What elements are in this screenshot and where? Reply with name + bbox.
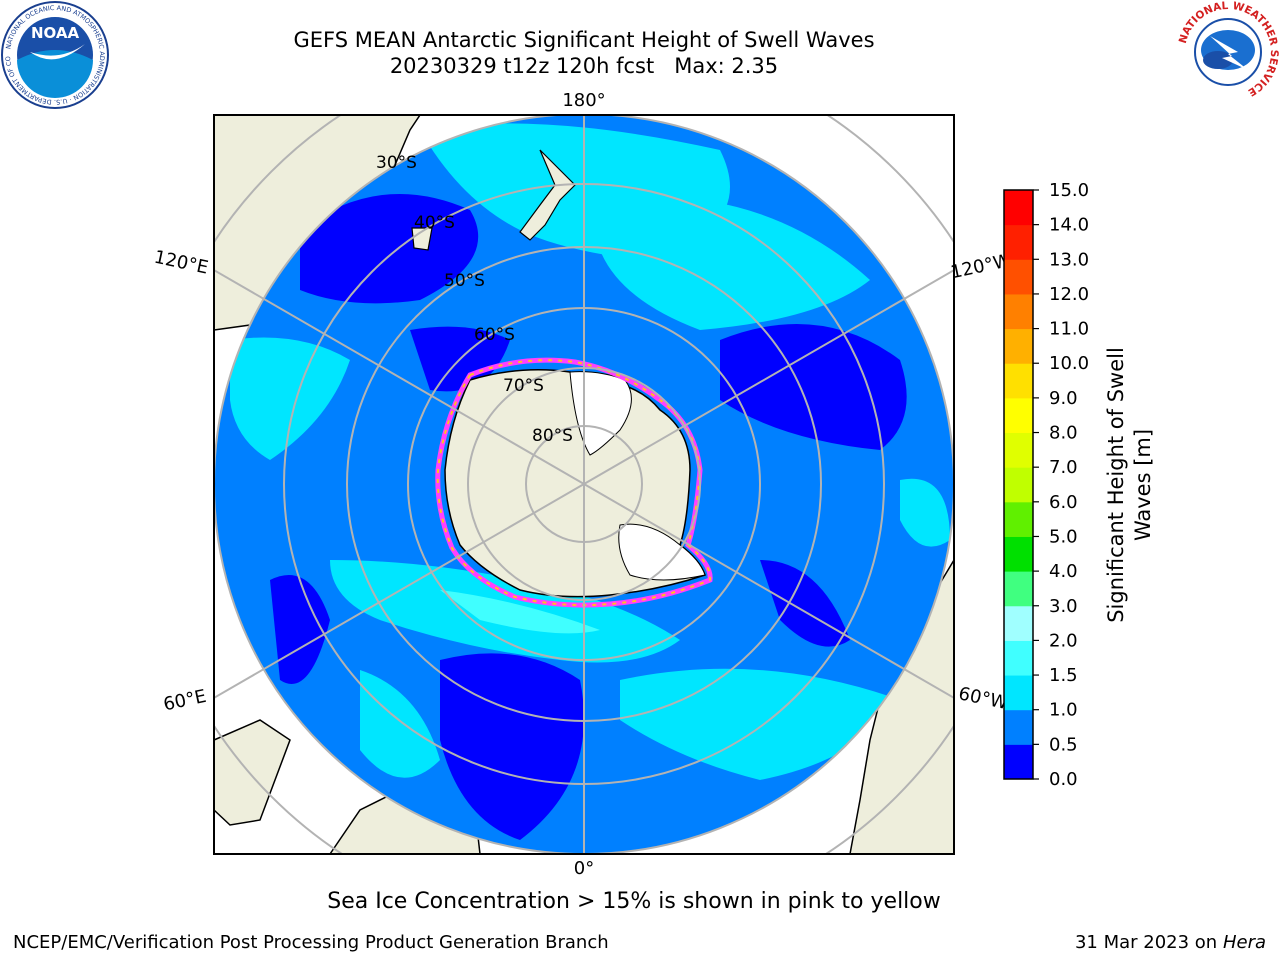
colorbar-bin (1004, 432, 1033, 468)
colorbar-bin (1004, 363, 1033, 399)
chart-title: GEFS MEAN Antarctic Significant Height o… (293, 28, 875, 52)
svg-text:NOAA: NOAA (31, 24, 80, 42)
colorbar-bin (1004, 640, 1033, 676)
colorbar-tick-label: 14.0 (1049, 215, 1089, 236)
colorbar-bin (1004, 190, 1033, 226)
colorbar-tick-label: 3.0 (1049, 596, 1078, 617)
land-new-zealand (519, 149, 576, 241)
land-madagascar (214, 719, 291, 826)
lat-label-60s: 60°S (474, 325, 515, 345)
noaa-logo: NATIONAL OCEANIC AND ATMOSPHERIC ADMINIS… (0, 0, 109, 109)
colorbar-bin (1004, 709, 1033, 745)
colorbar-label-line2: Waves [m] (1131, 429, 1155, 541)
graticule (214, 115, 954, 854)
colorbar-label-line1: Significant Height of Swell (1104, 347, 1128, 623)
datestamp: 31 Mar 2023 on Hera (1075, 932, 1266, 953)
machine-name: Hera (1222, 932, 1266, 953)
colorbar-bin (1004, 501, 1033, 537)
lat-label-70s: 70°S (503, 376, 544, 396)
colorbar-tick-label: 6.0 (1049, 492, 1078, 513)
lon-label-60e: 60°E (162, 686, 209, 716)
sea-ice-note: Sea Ice Concentration > 15% is shown in … (327, 889, 941, 914)
colorbar-bin (1004, 571, 1033, 607)
lat-label-80s: 80°S (532, 426, 573, 446)
colorbar-tick-label: 0.5 (1049, 734, 1078, 755)
colorbar-bin (1004, 259, 1033, 295)
lat-label-30s: 30°S (376, 153, 417, 173)
colorbar-tick-label: 4.0 (1049, 561, 1078, 582)
colorbar-tick-label: 5.0 (1049, 526, 1078, 547)
colorbar-bin (1004, 328, 1033, 364)
lon-label-120e: 120°E (152, 247, 210, 279)
colorbar-bin (1004, 224, 1033, 260)
colorbar-tick-label: 7.0 (1049, 457, 1078, 478)
colorbar-tick-label: 10.0 (1049, 353, 1089, 374)
colorbar-tick-label: 8.0 (1049, 423, 1078, 444)
colorbar-tick-label: 11.0 (1049, 319, 1089, 340)
colorbar-tick-label: 9.0 (1049, 388, 1078, 409)
land-tasmania (411, 227, 433, 251)
colorbar-bin (1004, 536, 1033, 572)
colorbar-tick-label: 12.0 (1049, 284, 1089, 305)
credit-text: NCEP/EMC/Verification Post Processing Pr… (13, 932, 609, 953)
ice-shelf-ross (569, 371, 632, 456)
date-text: 31 Mar 2023 on (1074, 932, 1218, 953)
colorbar-bin (1004, 467, 1033, 503)
colorbar-tick-label: 1.5 (1049, 665, 1078, 686)
nws-logo: NATIONAL WEATHER SERVICE (1177, 0, 1280, 102)
colorbar-bin (1004, 605, 1033, 641)
colorbar-bin (1004, 675, 1033, 711)
colorbar-bin (1004, 397, 1033, 434)
ice-shelf-weddell (618, 523, 706, 581)
map-plot-area: 30°S 40°S 50°S 60°S 70°S 80°S (214, 115, 954, 854)
colorbar-tick-label: 1.0 (1049, 700, 1078, 721)
colorbar-frame (1003, 189, 1034, 780)
colorbar: 15.0 14.0 13.0 12.0 11.0 10.0 9.0 8.0 7.0 6.0 5.0 4… (1003, 180, 1089, 790)
colorbar-bin (1004, 293, 1033, 330)
lon-label-60w: 60°W (957, 683, 1010, 714)
colorbar-tick-label: 2.0 (1049, 630, 1078, 651)
map-frame (213, 114, 955, 855)
lon-label-0: 0° (574, 858, 594, 879)
lat-label-40s: 40°S (414, 213, 455, 233)
colorbar-tick-label: 15.0 (1049, 180, 1089, 201)
lat-label-50s: 50°S (444, 271, 485, 291)
colorbar-bin (1004, 744, 1033, 780)
chart-subtitle: 20230329 t12z 120h fcst Max: 2.35 (389, 54, 779, 78)
colorbar-tick-label: 13.0 (1049, 249, 1089, 270)
colorbar-tick-label: 0.0 (1049, 769, 1078, 790)
lon-label-180: 180° (562, 90, 605, 111)
